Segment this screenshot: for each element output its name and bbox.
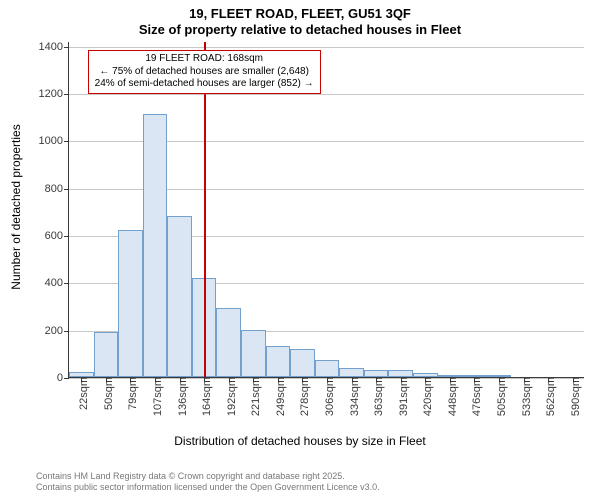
x-tick-label: 505sqm — [490, 377, 508, 416]
x-tick-label: 306sqm — [318, 377, 336, 416]
histogram-bar — [364, 370, 389, 377]
y-tick-label: 1200 — [39, 88, 69, 100]
callout-line3: 24% of semi-detached houses are larger (… — [95, 78, 314, 91]
x-tick-label: 363sqm — [367, 377, 385, 416]
histogram-bar — [388, 370, 413, 377]
x-tick-label: 278sqm — [293, 377, 311, 416]
x-tick-label: 50sqm — [97, 377, 115, 410]
x-tick-label: 192sqm — [220, 377, 238, 416]
callout-line2: ← 75% of detached houses are smaller (2,… — [95, 66, 314, 79]
x-tick-label: 476sqm — [465, 377, 483, 416]
x-tick-label: 221sqm — [244, 377, 262, 416]
histogram-bar — [266, 346, 291, 377]
x-tick-label: 391sqm — [392, 377, 410, 416]
x-axis-label: Distribution of detached houses by size … — [0, 434, 600, 448]
chart-container: 19, FLEET ROAD, FLEET, GU51 3QF Size of … — [0, 0, 600, 500]
x-tick-label: 590sqm — [564, 377, 582, 416]
histogram-bar — [315, 360, 340, 377]
x-tick-label: 533sqm — [515, 377, 533, 416]
x-tick-label: 420sqm — [416, 377, 434, 416]
y-tick-label: 400 — [45, 277, 69, 289]
y-tick-label: 0 — [57, 372, 69, 384]
x-tick-label: 136sqm — [171, 377, 189, 416]
y-tick-label: 600 — [45, 230, 69, 242]
x-tick-label: 79sqm — [121, 377, 139, 410]
y-axis-label: Number of detached properties — [9, 57, 23, 357]
gridline — [69, 94, 584, 95]
histogram-bar — [118, 230, 143, 377]
chart-title-line2: Size of property relative to detached ho… — [0, 22, 600, 37]
y-tick-label: 1400 — [39, 41, 69, 53]
x-tick-label: 562sqm — [539, 377, 557, 416]
gridline — [69, 47, 584, 48]
x-tick-label: 107sqm — [146, 377, 164, 416]
x-tick-label: 164sqm — [195, 377, 213, 416]
x-tick-label: 334sqm — [343, 377, 361, 416]
chart-title-line1: 19, FLEET ROAD, FLEET, GU51 3QF — [0, 6, 600, 21]
histogram-bar — [290, 349, 315, 377]
y-tick-label: 200 — [45, 325, 69, 337]
footer-line1: Contains HM Land Registry data © Crown c… — [36, 471, 600, 483]
callout-line1: 19 FLEET ROAD: 168sqm — [95, 53, 314, 66]
x-tick-label: 448sqm — [441, 377, 459, 416]
footer-attribution: Contains HM Land Registry data © Crown c… — [0, 471, 600, 494]
histogram-bar — [143, 114, 168, 377]
x-tick-label: 249sqm — [269, 377, 287, 416]
plot-area: 020040060080010001200140022sqm50sqm79sqm… — [68, 42, 584, 378]
histogram-bar — [241, 330, 266, 377]
histogram-bar — [216, 308, 241, 377]
y-tick-label: 1000 — [39, 135, 69, 147]
callout-box: 19 FLEET ROAD: 168sqm← 75% of detached h… — [88, 50, 321, 94]
histogram-bar — [339, 368, 364, 377]
footer-line2: Contains public sector information licen… — [36, 482, 600, 494]
x-tick-label: 22sqm — [72, 377, 90, 410]
y-tick-label: 800 — [45, 183, 69, 195]
histogram-bar — [94, 332, 119, 377]
histogram-bar — [167, 216, 192, 377]
